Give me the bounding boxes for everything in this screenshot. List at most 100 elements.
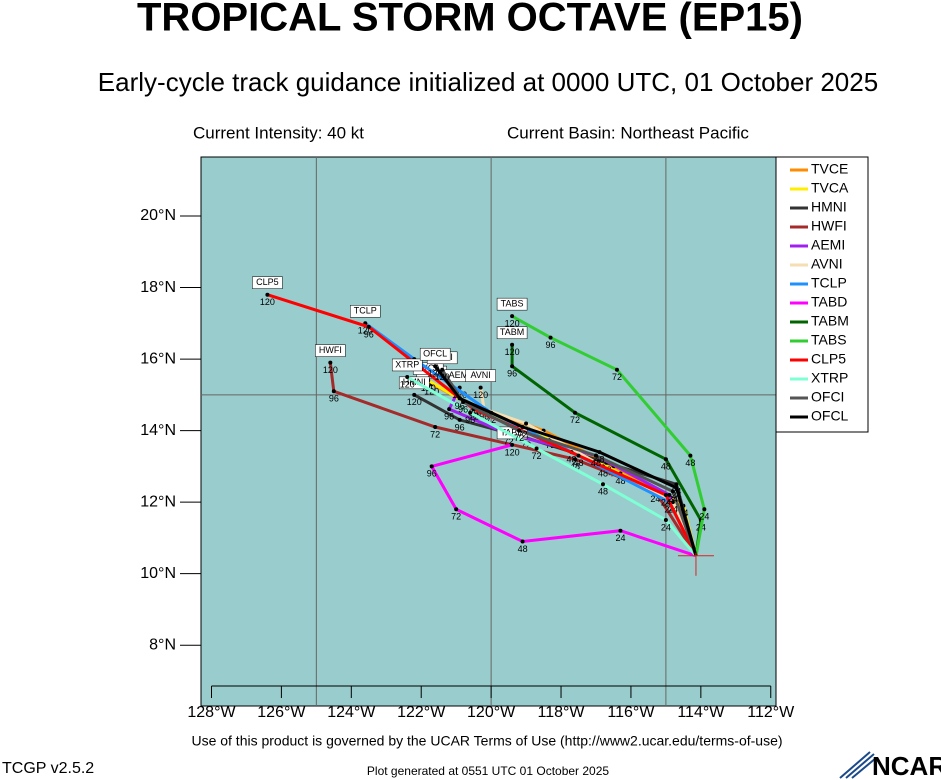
hour-label: 96 xyxy=(458,404,468,414)
terms: Use of this product is governed by the U… xyxy=(191,733,782,749)
legend-label: OFCI xyxy=(811,389,844,405)
generated: Plot generated at 0551 UTC 01 October 20… xyxy=(367,764,609,778)
track-point xyxy=(597,450,602,455)
y-tick-label: 18°N xyxy=(140,279,176,296)
track-point xyxy=(573,410,578,415)
hour-label: 96 xyxy=(455,401,465,411)
track-point xyxy=(405,374,410,379)
track-point xyxy=(510,442,515,447)
track-label: TABM xyxy=(500,327,524,337)
hour-label: 48 xyxy=(594,454,604,464)
track-point xyxy=(614,367,619,372)
track-point xyxy=(433,364,438,369)
hour-label: 96 xyxy=(427,469,437,479)
track-point xyxy=(429,464,434,469)
hour-label: 24 xyxy=(661,522,671,532)
hour-label: 120 xyxy=(323,365,338,375)
track-point xyxy=(510,342,515,347)
hour-label: 48 xyxy=(573,458,583,468)
track xyxy=(429,443,697,558)
legend-label: TVCE xyxy=(811,161,848,177)
hour-label: 96 xyxy=(455,422,465,432)
hour-label: 48 xyxy=(598,469,608,479)
track-point xyxy=(688,453,693,458)
hour-label: 72 xyxy=(518,429,528,439)
track-point xyxy=(663,492,668,497)
hour-label: 24 xyxy=(615,533,625,543)
hour-label: 72 xyxy=(469,412,479,422)
legend-label: HWFI xyxy=(811,218,847,234)
y-tick-label: 10°N xyxy=(140,565,176,582)
track-point xyxy=(670,500,675,505)
track-point xyxy=(593,453,598,458)
track-label-box xyxy=(465,369,496,382)
x-tick-label: 114°W xyxy=(677,704,725,721)
hour-label: 120 xyxy=(473,390,488,400)
chart-title: TROPICAL STORM OCTAVE (EP15) xyxy=(137,0,803,40)
track-label: AVNI xyxy=(470,370,490,380)
track-label-box xyxy=(350,305,381,318)
hour-label: 48 xyxy=(598,487,608,497)
track-point xyxy=(510,364,515,369)
hour-label: 120 xyxy=(260,297,275,307)
hour-label: 24 xyxy=(671,490,681,500)
hour-label: 120 xyxy=(505,447,520,457)
track-point xyxy=(520,425,525,430)
logo-stripes xyxy=(839,751,877,779)
legend-label: TVCA xyxy=(811,180,849,196)
y-tick-label: 12°N xyxy=(140,493,176,510)
track-point xyxy=(576,453,581,458)
hour-label: 72 xyxy=(521,440,531,450)
x-tick-label: 126°W xyxy=(257,704,306,721)
track-point xyxy=(517,428,522,433)
track-point xyxy=(412,392,417,397)
track-label: AEMI xyxy=(449,370,471,380)
track-label-box xyxy=(419,347,451,361)
legend-label: OFCL xyxy=(811,408,849,424)
track-point xyxy=(447,407,452,412)
track-label-box xyxy=(315,344,346,357)
legend-label: HMNI xyxy=(811,199,847,215)
track-label-box xyxy=(391,358,423,372)
track-label: TCLP xyxy=(354,306,377,316)
hour-label: 96 xyxy=(465,415,475,425)
hour-label: 48 xyxy=(661,462,671,472)
x-tick-label: 116°W xyxy=(607,704,655,721)
intensity: Current Intensity: 40 kt xyxy=(193,123,364,142)
hour-label: 24 xyxy=(661,497,671,507)
legend-label: CLP5 xyxy=(811,351,846,367)
track-point xyxy=(663,518,668,523)
track-label-box xyxy=(252,276,283,289)
track-point xyxy=(524,421,529,426)
hour-label: 24 xyxy=(668,494,678,504)
hour-label: 48 xyxy=(570,462,580,472)
hour-label: 96 xyxy=(329,394,339,404)
hour-label: 48 xyxy=(685,458,695,468)
track xyxy=(511,314,706,557)
track-point xyxy=(468,410,473,415)
chart-subtitle: Early-cycle track guidance initialized a… xyxy=(98,67,878,97)
hour-label: 72 xyxy=(514,433,524,443)
track-point xyxy=(573,457,578,462)
hour-label: 72 xyxy=(532,451,542,461)
track-label-box xyxy=(496,297,528,311)
hour-label: 96 xyxy=(364,329,374,339)
track-point xyxy=(674,485,679,490)
version: TCGP v2.5.2 xyxy=(2,760,94,777)
track-point xyxy=(440,367,445,372)
y-tick-label: 16°N xyxy=(140,350,176,367)
track-point xyxy=(478,385,483,390)
x-tick-label: 128°W xyxy=(187,704,236,721)
track-label: CLP5 xyxy=(256,277,279,287)
track-point xyxy=(548,335,553,340)
track-point xyxy=(328,360,333,365)
plot: 24487296120TVCE24487296120TVCA2448729612… xyxy=(201,157,776,706)
hour-label: 96 xyxy=(479,412,489,422)
hour-label: 48 xyxy=(591,458,601,468)
hour-label: 120 xyxy=(407,397,422,407)
hour-label: 96 xyxy=(546,340,556,350)
hour-label: 120 xyxy=(400,379,415,389)
track-point xyxy=(331,389,336,394)
track-point xyxy=(433,425,438,430)
